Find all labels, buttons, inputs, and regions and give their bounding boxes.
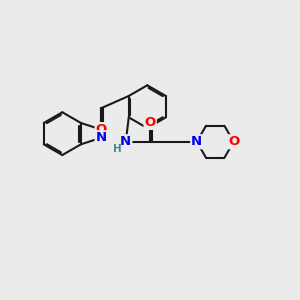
Text: O: O	[228, 135, 239, 148]
Text: O: O	[96, 123, 107, 136]
Text: O: O	[145, 116, 156, 129]
Text: N: N	[96, 131, 107, 144]
Text: N: N	[191, 135, 202, 148]
Text: H: H	[113, 145, 122, 154]
Text: N: N	[120, 135, 131, 148]
